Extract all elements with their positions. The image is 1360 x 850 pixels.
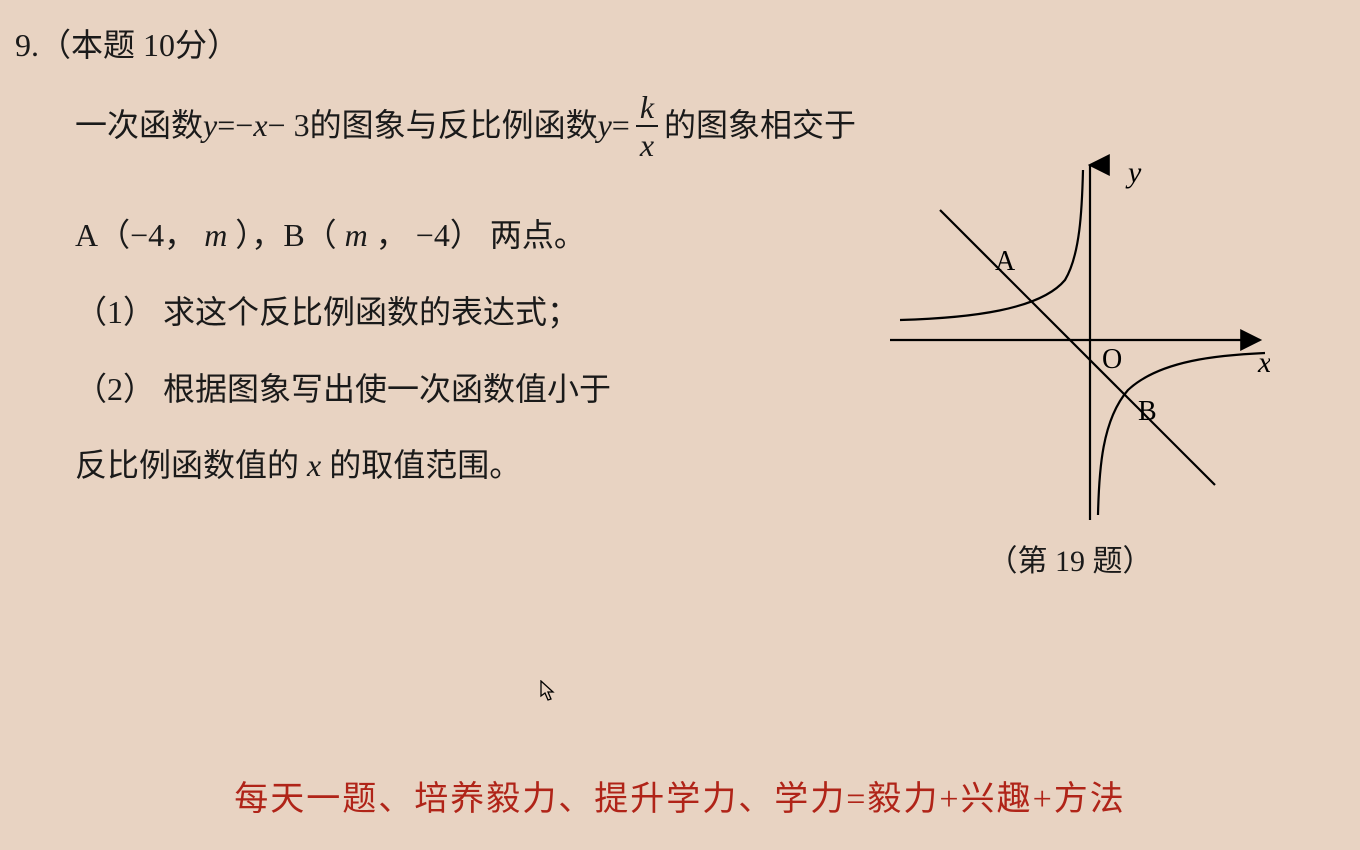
point-B-y: −4	[416, 217, 450, 253]
point-B-close: ） 两点。	[450, 217, 586, 253]
math-frac-den: x	[636, 125, 658, 161]
text-fragment: 反比例函数值的	[75, 447, 307, 483]
point-A-open: A（	[75, 217, 130, 253]
point-label-A: A	[995, 246, 1016, 277]
math-frac-num: k	[636, 91, 658, 125]
text-fragment: 的取值范围。	[321, 447, 521, 483]
sep: ，	[368, 217, 416, 253]
math-var-y: y	[598, 100, 612, 151]
score-suffix: 分）	[175, 27, 239, 63]
axis-label-y: y	[1125, 156, 1142, 189]
score-value: 10	[143, 27, 175, 63]
point-A-x: −4	[130, 217, 164, 253]
text-fragment: 的图象与反比例函数	[310, 100, 598, 151]
origin-label: O	[1102, 344, 1122, 375]
text-fragment: 的图象相交于	[664, 100, 856, 151]
axis-label-x: x	[1257, 346, 1270, 379]
point-A-close: ），	[227, 217, 283, 253]
math-neg: −	[235, 100, 253, 151]
hyperbola-branch-q4	[1098, 353, 1265, 515]
math-var-x: x	[307, 447, 321, 483]
math-var-y: y	[203, 100, 217, 151]
point-B-x: m	[345, 217, 368, 253]
score-prefix: （本题	[39, 27, 143, 63]
math-eq: =	[612, 100, 630, 151]
math-problem-page: 9.（本题 10分） 一次函数 y = − x − 3 的图象与反比例函数 y …	[0, 0, 1360, 850]
problem-header: 9.（本题 10分）	[10, 20, 1330, 66]
math-eq: =	[217, 100, 235, 151]
hyperbola-branch-q2	[900, 170, 1083, 320]
sep: ，	[164, 217, 204, 253]
math-const: − 3	[268, 100, 310, 151]
figure-caption: （第 19 题）	[860, 536, 1280, 580]
problem-number: 9.	[15, 27, 39, 63]
math-var-x: x	[253, 100, 267, 151]
cursor-icon	[540, 680, 556, 702]
figure-container: y x O A B （第 19 题）	[860, 150, 1280, 580]
point-A-y: m	[204, 217, 227, 253]
point-B-open: B（	[283, 217, 344, 253]
math-fraction: k x	[636, 91, 658, 161]
text-fragment: 一次函数	[75, 100, 203, 151]
coordinate-graph: y x O A B	[870, 150, 1270, 530]
point-label-B: B	[1138, 396, 1157, 427]
linear-function-line	[940, 210, 1215, 485]
footer-motto: 每天一题、培养毅力、提升学力、学力=毅力+兴趣+方法	[0, 771, 1360, 820]
